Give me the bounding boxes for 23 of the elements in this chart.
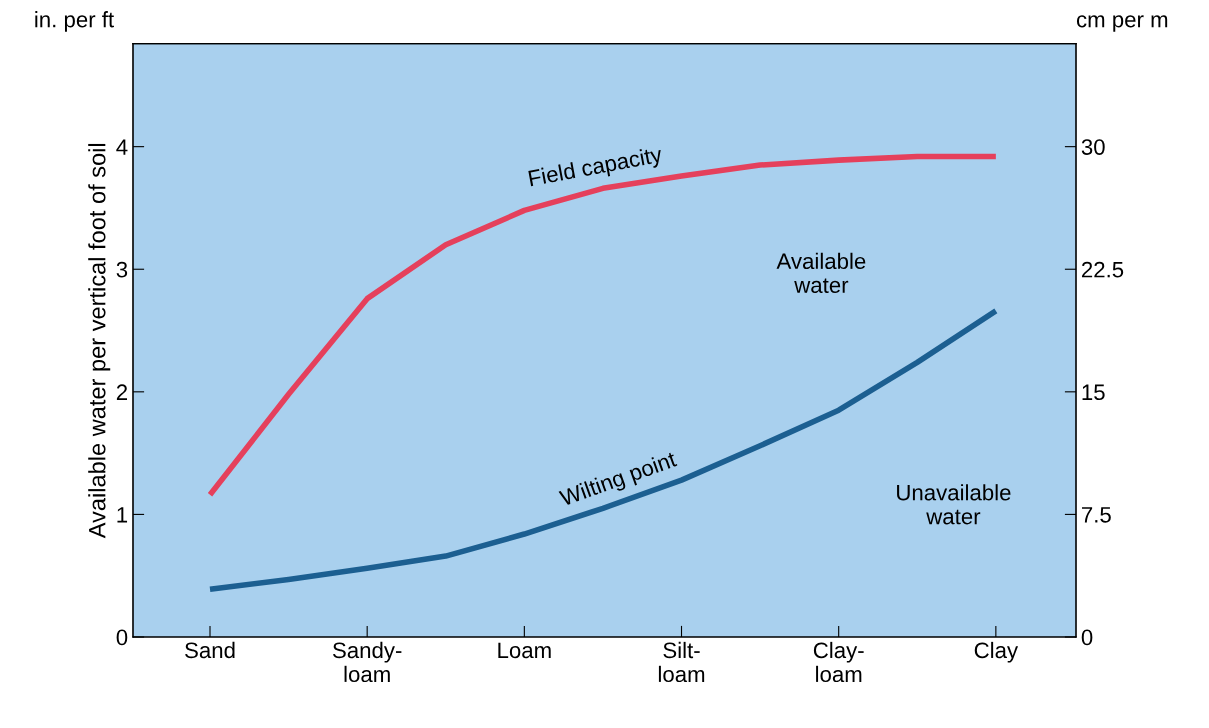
x-tick-label: Silt- loam — [658, 641, 705, 683]
y2-axis-title: cm per m — [1076, 15, 1168, 32]
y-tick-label: 1 — [117, 507, 128, 523]
y-tick-label: 4 — [116, 139, 128, 155]
text: Field capacity — [528, 145, 664, 191]
y2-tick-label: 0 — [1081, 629, 1093, 646]
x-tick-label: Loam — [498, 642, 551, 659]
x-tick-label: Sandy- loam — [332, 641, 402, 683]
y-tick-label: 0 — [116, 629, 128, 646]
y-tick-label: 2 — [116, 384, 128, 400]
y2-tick-label: 22.5 — [1081, 261, 1124, 278]
annotation: Available water — [776, 252, 866, 294]
text: in. per ft — [35, 11, 114, 32]
text: Wilting point — [558, 450, 679, 511]
y-tick-label: 3 — [116, 261, 128, 278]
y-axis-title: Available water per vertical foot of soil — [88, 143, 111, 539]
x-tick-label: Clay — [974, 641, 1019, 663]
annotation: Unavailable water — [897, 484, 1011, 525]
y2-tick-label: 15 — [1082, 384, 1105, 401]
x-tick-label: Clay- loam — [813, 641, 864, 683]
x-tick-label: Sand — [185, 641, 235, 659]
y2-tick-label: 30 — [1081, 139, 1105, 155]
y2-tick-label: 7.5 — [1082, 507, 1111, 523]
